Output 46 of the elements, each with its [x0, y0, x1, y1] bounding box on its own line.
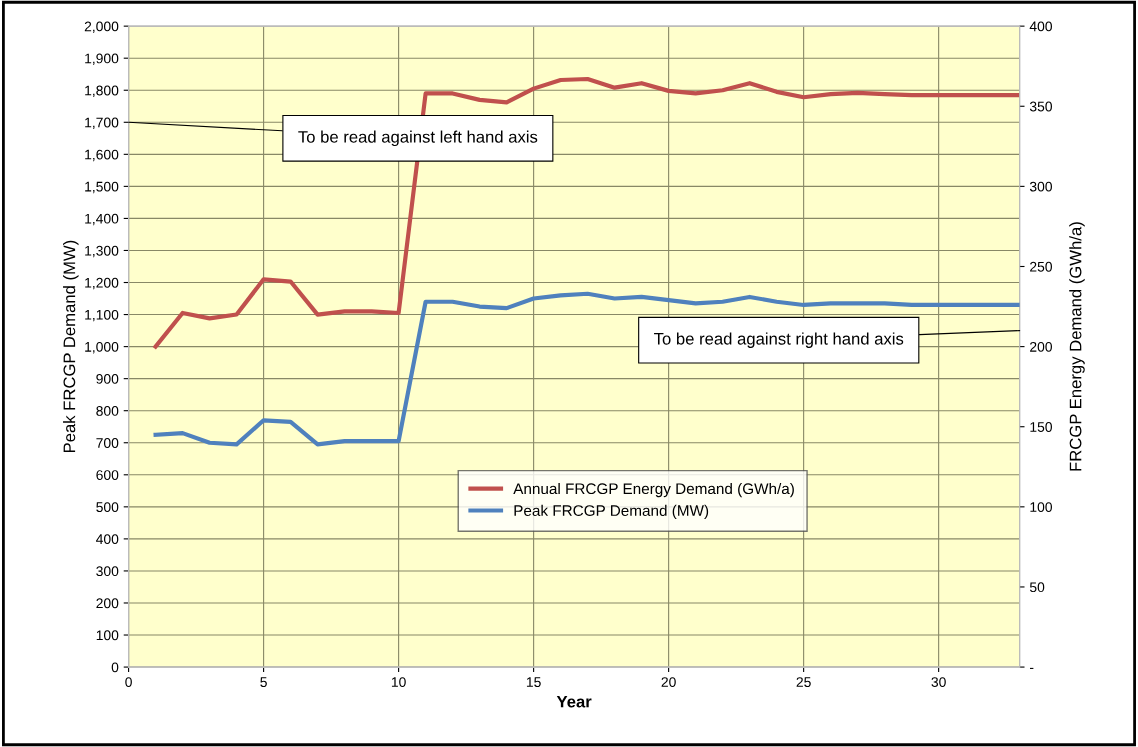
y-tick-label: 2,000 — [84, 21, 119, 33]
y-tick-label: 1,600 — [85, 149, 119, 162]
x-tick-label: 25 — [796, 677, 811, 687]
x-tick-label: 10 — [391, 677, 406, 687]
y-tick-label: 900 — [96, 373, 119, 384]
y-tick-label: 300 — [96, 566, 119, 577]
y2-tick-label: - — [1029, 667, 1034, 669]
y2-tick-label: 250 — [1030, 261, 1052, 272]
y-tick-label: 1,000 — [85, 341, 119, 354]
legend-label: Annual FRCGP Energy Demand (GWh/a) — [513, 482, 794, 498]
y-tick-label: 1,200 — [85, 277, 119, 290]
y-tick-label: 1,800 — [85, 85, 119, 98]
y-tick-label: 1,500 — [85, 181, 119, 194]
y-tick-label: 400 — [96, 534, 119, 545]
y2-axis-title: FRCGP Energy Demand (GWh/a) — [1069, 222, 1085, 471]
y2-tick-label: 300 — [1029, 181, 1052, 192]
x-tick-label: 0 — [125, 677, 132, 687]
x-axis-title: Year — [556, 695, 592, 708]
line-series — [153, 76, 1020, 349]
y-tick-label: 0 — [111, 662, 119, 673]
y-tick-label: 1,100 — [85, 309, 119, 322]
annotation: To be read against right hand axis — [654, 332, 904, 348]
y-tick-label: 700 — [96, 438, 119, 448]
x-tick-label: 20 — [661, 677, 676, 687]
y2-tick-label: 150 — [1030, 422, 1052, 432]
y-tick-label: 200 — [96, 598, 119, 609]
y-tick-label: 100 — [96, 630, 119, 641]
line-series — [153, 291, 1020, 447]
y2-tick-label: 50 — [1029, 582, 1045, 593]
x-tick-label: 5 — [260, 677, 267, 687]
y-tick-label: 1,300 — [85, 245, 119, 258]
x-tick-label: 30 — [931, 677, 946, 687]
y2-tick-label: 100 — [1030, 502, 1052, 513]
y-axis-title: Peak FRCGP Demand (MW) — [63, 240, 79, 453]
y-tick-label: 1,400 — [85, 213, 119, 226]
x-tick-label: 15 — [526, 677, 541, 687]
y2-tick-label: 350 — [1029, 101, 1052, 112]
y-tick-label: 1,700 — [85, 117, 119, 130]
y2-tick-label: 200 — [1030, 341, 1052, 352]
y2-tick-label: 400 — [1029, 21, 1052, 32]
legend-label: Peak FRCGP Demand (MW) — [514, 504, 709, 520]
y-tick-label: 800 — [96, 406, 119, 416]
y-tick-label: 600 — [96, 470, 119, 480]
y-tick-label: 1,900 — [85, 53, 119, 65]
annotation: To be read against left hand axis — [298, 130, 538, 147]
y-tick-label: 500 — [96, 502, 119, 513]
